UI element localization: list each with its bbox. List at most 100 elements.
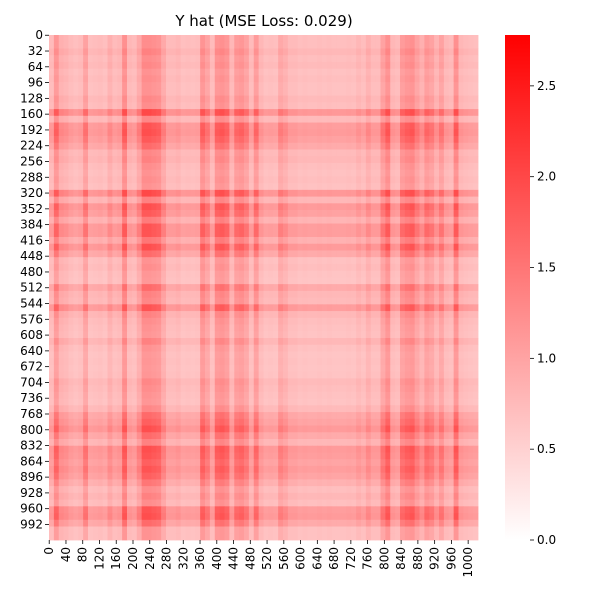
heatmap-cell	[229, 257, 235, 265]
heatmap-cell	[180, 35, 186, 43]
heatmap-cell	[107, 358, 113, 366]
heatmap-cell	[205, 41, 211, 49]
heatmap-cell	[78, 243, 84, 251]
heatmap-cell	[102, 136, 108, 144]
heatmap-cell	[97, 82, 104, 90]
heatmap-cell	[63, 196, 69, 204]
heatmap-cell	[234, 102, 240, 110]
heatmap-cell	[141, 203, 147, 211]
heatmap-cell	[356, 68, 362, 76]
heatmap-cell	[414, 277, 420, 285]
heatmap-cell	[361, 344, 367, 352]
heatmap-cell	[136, 82, 143, 90]
heatmap-cell	[209, 338, 216, 346]
heatmap-cell	[170, 338, 177, 346]
heatmap-cell	[107, 385, 113, 393]
heatmap-cell	[102, 250, 108, 258]
heatmap-cell	[331, 223, 338, 231]
heatmap-cell	[175, 183, 182, 191]
heatmap-cell	[107, 405, 113, 413]
heatmap-cell	[287, 88, 294, 96]
heatmap-cell	[283, 364, 289, 373]
heatmap-cell	[200, 358, 206, 366]
heatmap-cell	[209, 243, 216, 251]
heatmap-cell	[297, 223, 303, 231]
heatmap-cell	[307, 41, 313, 49]
heatmap-cell	[219, 82, 225, 90]
heatmap-cell	[312, 324, 318, 332]
heatmap-cell	[83, 351, 89, 359]
heatmap-cell	[97, 169, 104, 177]
heatmap-cell	[131, 109, 138, 117]
heatmap-cell	[273, 250, 279, 258]
heatmap-cell	[68, 223, 74, 231]
heatmap-cell	[385, 223, 391, 231]
heatmap-cell	[175, 162, 182, 171]
heatmap-cell	[219, 270, 225, 278]
heatmap-cell	[239, 344, 245, 352]
heatmap-cell	[351, 391, 357, 399]
heatmap-cell	[63, 385, 69, 393]
heatmap-cell	[258, 223, 264, 231]
heatmap-cell	[473, 88, 479, 96]
heatmap-cell	[473, 156, 479, 164]
heatmap-cell	[92, 136, 99, 144]
heatmap-cell	[229, 412, 235, 420]
heatmap-cell	[175, 405, 182, 413]
heatmap-cell	[219, 358, 225, 366]
heatmap-cell	[190, 68, 196, 76]
heatmap-cell	[395, 109, 401, 117]
heatmap-cell	[278, 162, 284, 171]
heatmap-cell	[322, 243, 328, 251]
heatmap-cell	[49, 263, 55, 272]
heatmap-cell	[463, 109, 469, 117]
heatmap-cell	[102, 331, 108, 339]
heatmap-cell	[419, 385, 425, 393]
heatmap-cell	[83, 230, 89, 238]
heatmap-cell	[68, 48, 74, 56]
heatmap-cell	[78, 136, 84, 144]
heatmap-cell	[88, 196, 94, 204]
heatmap-cell	[53, 277, 60, 285]
heatmap-cell	[287, 317, 294, 325]
heatmap-cell	[302, 189, 308, 197]
heatmap-cell	[370, 290, 377, 298]
heatmap-cell	[414, 115, 420, 123]
heatmap-cell	[351, 317, 357, 325]
heatmap-cell	[341, 277, 347, 285]
heatmap-cell	[185, 216, 191, 224]
heatmap-cell	[439, 223, 445, 231]
heatmap-cell	[278, 324, 284, 332]
heatmap-cell	[312, 351, 318, 359]
heatmap-cell	[361, 311, 367, 319]
heatmap-cell	[268, 290, 274, 298]
heatmap-cell	[131, 284, 138, 292]
heatmap-cell	[63, 297, 69, 305]
heatmap-cell	[322, 304, 328, 312]
heatmap-cell	[131, 95, 138, 103]
heatmap-cell	[336, 82, 342, 90]
heatmap-cell	[468, 176, 474, 184]
heatmap-cell	[83, 405, 89, 413]
heatmap-cell	[429, 169, 435, 177]
heatmap-cell	[356, 385, 362, 393]
heatmap-cell	[166, 82, 172, 90]
heatmap-cell	[453, 385, 459, 393]
heatmap-cell	[390, 176, 396, 184]
heatmap-cell	[131, 257, 138, 265]
heatmap-cell	[190, 412, 196, 420]
heatmap-cell	[380, 48, 386, 56]
heatmap-cell	[312, 412, 318, 420]
heatmap-cell	[326, 122, 333, 130]
heatmap-cell	[151, 129, 157, 137]
heatmap-cell	[292, 61, 299, 70]
heatmap-cell	[200, 284, 206, 292]
heatmap-cell	[356, 250, 362, 258]
heatmap-cell	[356, 331, 362, 339]
heatmap-cell	[443, 304, 450, 312]
heatmap-cell	[404, 169, 411, 177]
heatmap-cell	[468, 210, 474, 218]
heatmap-cell	[156, 344, 162, 352]
heatmap-cell	[49, 412, 55, 420]
heatmap-cell	[248, 216, 255, 224]
